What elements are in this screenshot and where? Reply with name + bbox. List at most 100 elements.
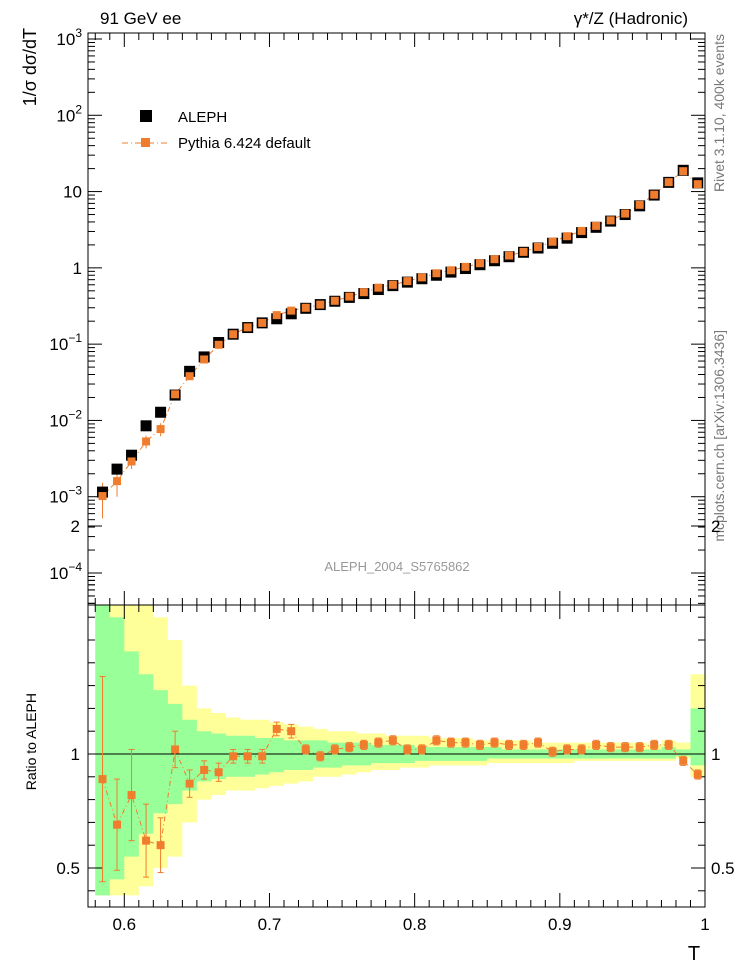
main-ytick-label: 10−2 [49,407,82,430]
ratio-ytick-label-right: 0.5 [711,859,735,878]
ratio-mc-point [650,740,659,749]
main-mc-point [214,340,223,349]
ratio-mc-point [316,752,325,761]
main-aleph-point [126,449,138,461]
main-mc-point [432,269,441,278]
ratio-mc-point [606,743,615,752]
ratio-mc-point [461,738,470,747]
header-left-label: 91 GeV ee [100,9,181,28]
ratio-mc-point [635,743,644,752]
ratio-mc-point [113,820,122,829]
ratio-mc-point [446,738,455,747]
ratio-xtick-label: 0.9 [548,915,572,934]
ratio-ytick-label: 1 [71,745,80,764]
main-mc-point [548,237,557,246]
main-ylabel: 1/σ dσ/dT [20,28,40,106]
ratio-ytick-label: 0.5 [56,859,80,878]
ratio-mc-line [102,728,699,846]
ratio-mc-point [548,747,557,756]
ratio-mc-point [243,752,252,761]
main-aleph-point [155,406,167,418]
ratio-mc-point [505,740,514,749]
main-mc-point [693,180,702,189]
main-mc-point [534,242,543,251]
ratio-mc-point [403,745,412,754]
ratio-mc-point [388,736,397,745]
ratio-mc-point [577,745,586,754]
main-ytick-label: 10 [63,183,82,202]
main-mc-point [592,221,601,230]
header-right-label: γ*/Z (Hadronic) [574,9,688,28]
main-mc-point [301,303,310,312]
analysis-label: ALEPH_2004_S5765862 [324,559,469,574]
main-mc-point [417,273,426,282]
ratio-mc-point [475,740,484,749]
main-mc-point [635,200,644,209]
main-aleph-point [140,420,152,432]
main-mc-point [200,355,209,364]
ratio-mc-point [432,736,441,745]
ratio-mc-point [200,765,209,774]
ratio-mc-point [272,724,281,733]
ratio-panel: 0.6 0.7 0.8 0.9 1 0.5 0.5 1 1 2 2 [56,517,734,934]
ratio-mc-point [185,779,194,788]
ratio-mc-point [592,740,601,749]
main-mc-point [142,437,151,446]
ratio-mc-point [330,745,339,754]
ratio-mc-point [563,745,572,754]
main-mc-point [287,306,296,315]
main-mc-point [461,262,470,271]
legend-marker-aleph [140,110,152,122]
ratio-mc-point [258,752,267,761]
ratio-xtick-label: 0.8 [403,915,427,934]
legend-label-aleph: ALEPH [178,109,227,126]
ratio-mc-point [142,836,151,845]
main-mc-point [403,277,412,286]
main-mc-point [606,216,615,225]
ratio-xtick-label: 1 [700,915,709,934]
main-mc-point [359,288,368,297]
main-ytick-label: 1 [73,259,82,278]
main-aleph-point [184,365,196,377]
main-mc-point [156,425,165,434]
ratio-mc-point [490,738,499,747]
ratio-xtick-label: 0.6 [112,915,136,934]
ratio-mc-point [417,745,426,754]
ratio-ytick-label-right: 2 [711,517,720,536]
ratio-frame [87,604,706,908]
main-mc-point [243,323,252,332]
main-mc-point [577,226,586,235]
ratio-mc-point [345,743,354,752]
main-mc-point [475,259,484,268]
main-mc-point [98,492,107,501]
main-mc-point [330,296,339,305]
ratio-mc-point [519,740,528,749]
ratio-mc-point [359,740,368,749]
main-mc-point [345,292,354,301]
legend: ALEPH Pythia 6.424 default [122,109,311,152]
ratio-mc-point [156,841,165,850]
main-mc-point [113,477,122,486]
main-ytick-label: 10−1 [49,331,82,354]
main-mc-point [679,167,688,176]
main-mc-point [127,457,136,466]
ratio-ytick-label-right: 1 [711,745,720,764]
ratio-mc-point [693,770,702,779]
ratio-mc-point [374,738,383,747]
main-mc-point [664,178,673,187]
ratio-band-inner [95,605,705,896]
main-ytick-label: 10−4 [49,560,82,583]
ratio-mc-point [171,745,180,754]
ratio-xtick-label: 0.7 [258,915,282,934]
main-mc-point [621,209,630,218]
ratio-mc-point [127,791,136,800]
ratio-mc-point [534,738,543,747]
main-mc-point [519,247,528,256]
main-mc-point [388,280,397,289]
main-mc-point [258,318,267,327]
ratio-mc-point [229,752,238,761]
ratio-ylabel: Ratio to ALEPH [23,693,39,790]
main-aleph-point [111,463,123,475]
